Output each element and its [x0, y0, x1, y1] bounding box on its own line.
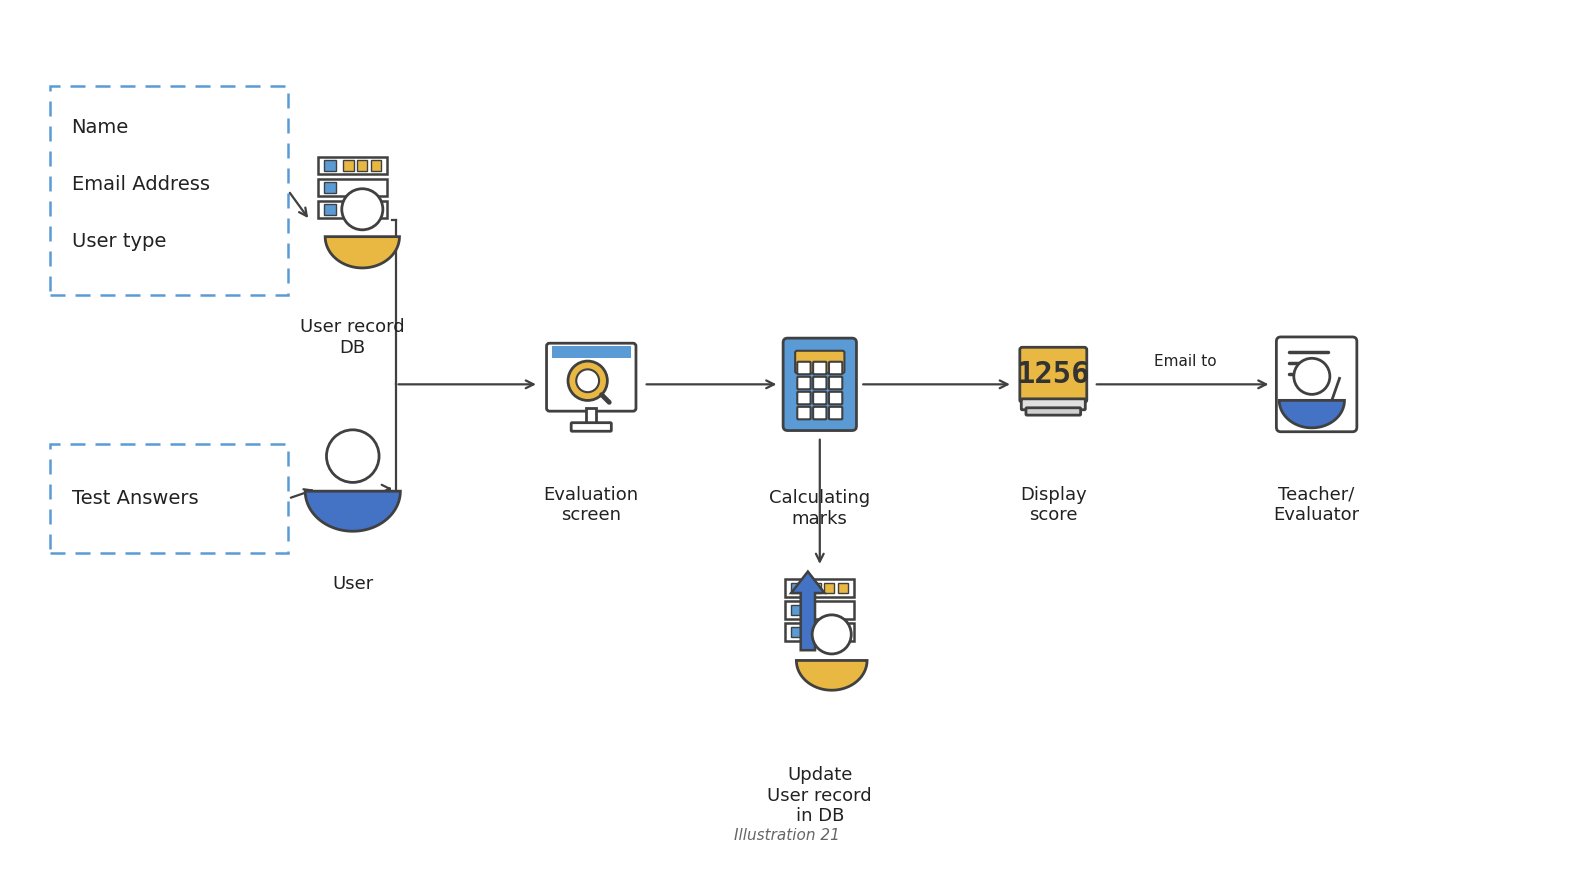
FancyBboxPatch shape [1026, 408, 1081, 415]
FancyBboxPatch shape [1022, 399, 1086, 410]
FancyBboxPatch shape [318, 156, 387, 174]
FancyBboxPatch shape [829, 392, 842, 405]
FancyBboxPatch shape [324, 204, 337, 215]
Text: Update
User record
in DB: Update User record in DB [768, 766, 872, 826]
FancyBboxPatch shape [814, 406, 826, 420]
Text: Email to: Email to [1154, 355, 1217, 370]
FancyBboxPatch shape [792, 582, 803, 593]
FancyBboxPatch shape [792, 627, 803, 637]
Text: 1256: 1256 [1017, 360, 1091, 389]
FancyBboxPatch shape [324, 182, 337, 192]
Text: Evaluation
screen: Evaluation screen [543, 486, 639, 524]
FancyBboxPatch shape [798, 362, 811, 374]
Text: Calculating
marks: Calculating marks [770, 489, 870, 528]
FancyBboxPatch shape [324, 160, 337, 170]
Text: User: User [332, 574, 373, 593]
Text: Illustration 21: Illustration 21 [733, 829, 841, 843]
FancyBboxPatch shape [825, 583, 834, 593]
FancyBboxPatch shape [1020, 347, 1086, 402]
FancyBboxPatch shape [798, 377, 811, 389]
FancyBboxPatch shape [814, 362, 826, 374]
FancyBboxPatch shape [798, 406, 811, 420]
Polygon shape [326, 237, 400, 268]
FancyBboxPatch shape [587, 408, 597, 424]
Circle shape [326, 430, 379, 482]
FancyBboxPatch shape [829, 362, 842, 374]
Text: Email Address: Email Address [71, 175, 209, 194]
FancyBboxPatch shape [1277, 337, 1357, 432]
Text: User record
DB: User record DB [301, 318, 405, 357]
Polygon shape [1280, 400, 1344, 428]
Text: User type: User type [71, 232, 165, 251]
Circle shape [568, 361, 608, 400]
FancyBboxPatch shape [546, 343, 636, 411]
FancyBboxPatch shape [785, 579, 855, 597]
FancyBboxPatch shape [837, 583, 848, 593]
Polygon shape [305, 491, 400, 531]
Circle shape [342, 189, 382, 230]
FancyBboxPatch shape [785, 601, 855, 619]
Polygon shape [796, 661, 867, 690]
FancyBboxPatch shape [357, 161, 367, 170]
Text: Name: Name [71, 119, 129, 137]
FancyArrow shape [792, 572, 825, 650]
Circle shape [1294, 358, 1330, 394]
FancyBboxPatch shape [814, 392, 826, 405]
FancyBboxPatch shape [829, 377, 842, 389]
FancyBboxPatch shape [829, 406, 842, 420]
FancyBboxPatch shape [785, 623, 855, 641]
FancyBboxPatch shape [318, 178, 387, 196]
FancyBboxPatch shape [798, 392, 811, 405]
Text: Test Answers: Test Answers [71, 489, 198, 508]
FancyBboxPatch shape [784, 338, 856, 431]
FancyBboxPatch shape [795, 350, 844, 373]
Circle shape [812, 615, 852, 654]
FancyBboxPatch shape [571, 423, 611, 431]
FancyBboxPatch shape [551, 346, 631, 357]
FancyBboxPatch shape [792, 605, 803, 615]
Text: Teacher/
Evaluator: Teacher/ Evaluator [1273, 486, 1360, 524]
Text: Display
score: Display score [1020, 486, 1086, 524]
FancyBboxPatch shape [318, 201, 387, 218]
FancyBboxPatch shape [811, 583, 820, 593]
FancyBboxPatch shape [343, 161, 354, 170]
FancyBboxPatch shape [814, 377, 826, 389]
Circle shape [576, 370, 600, 392]
FancyBboxPatch shape [371, 161, 381, 170]
